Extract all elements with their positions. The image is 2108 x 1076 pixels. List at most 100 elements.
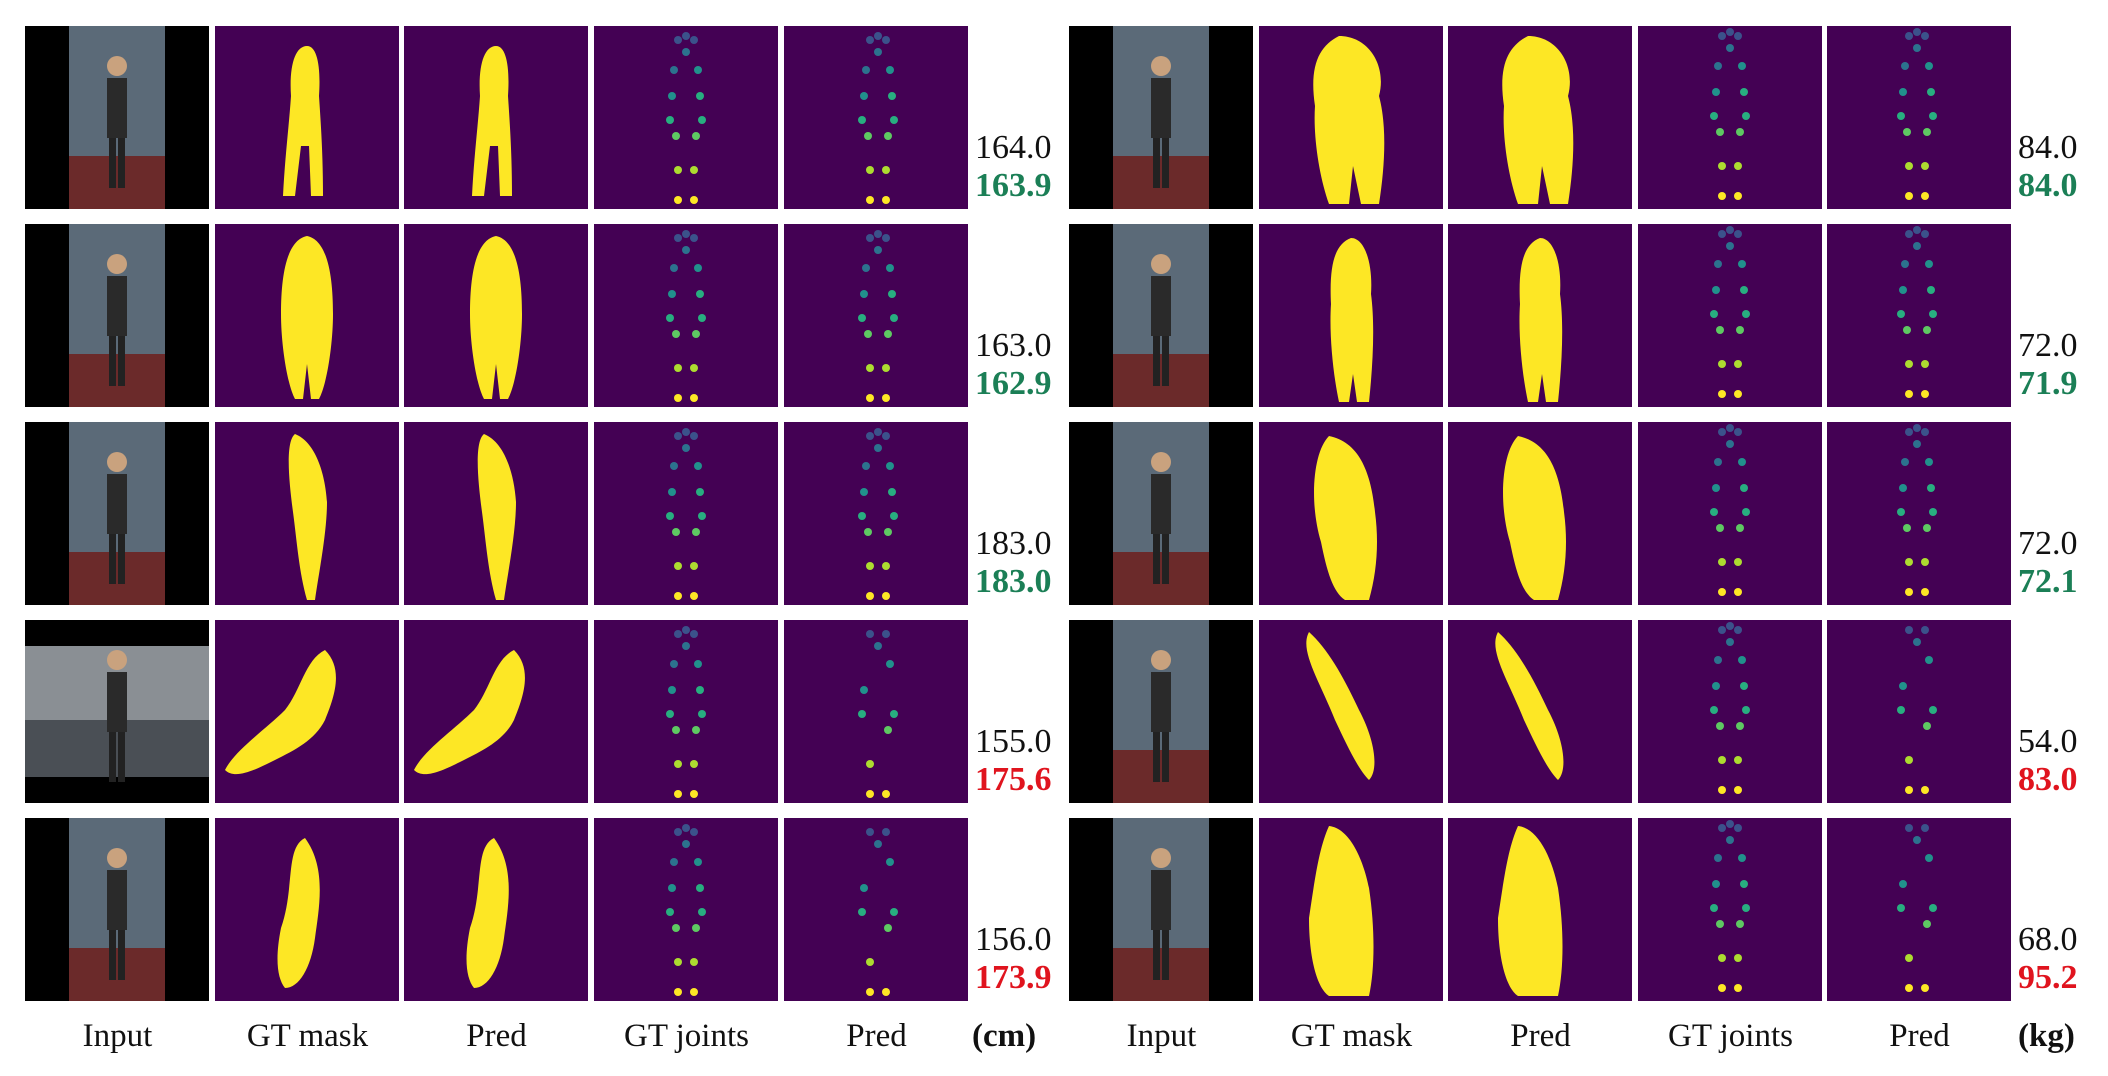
joint-point — [866, 562, 874, 570]
silhouette-shape — [281, 236, 333, 399]
joint-point — [674, 958, 682, 966]
gt-joints-weight-row-1 — [1638, 26, 1822, 209]
joint-point — [682, 824, 690, 832]
joint-point — [692, 726, 700, 734]
height-pred-value-row-3: 183.0 — [975, 563, 1052, 600]
joint-point — [1726, 836, 1734, 844]
joint-point — [692, 330, 700, 338]
joint-point — [858, 908, 866, 916]
gt-mask-height-row-5 — [215, 818, 399, 1001]
input-photo-height-row-3 — [25, 422, 209, 605]
joint-point — [866, 36, 874, 44]
joint-point — [1726, 44, 1734, 52]
joint-point — [690, 630, 698, 638]
joint-point — [1712, 682, 1720, 690]
joint-point — [1734, 390, 1742, 398]
joint-point — [862, 264, 870, 272]
silhouette-shape — [466, 838, 509, 988]
joint-point — [1899, 880, 1907, 888]
pred-mask-height-row-2 — [404, 224, 588, 407]
joint-point — [672, 132, 680, 140]
person-figure — [1151, 254, 1171, 386]
joint-point — [874, 48, 882, 56]
joint-point — [862, 66, 870, 74]
input-photo-height-row-4 — [25, 620, 209, 803]
joint-point — [694, 462, 702, 470]
input-photo-height-row-1 — [25, 26, 209, 209]
joint-point — [1714, 656, 1722, 664]
joint-point — [874, 428, 882, 436]
unit-label-height: (cm) — [972, 1018, 1037, 1054]
joint-point — [888, 92, 896, 100]
joint-point — [1921, 390, 1929, 398]
joint-point — [1710, 310, 1718, 318]
joint-point — [874, 230, 882, 238]
person-figure — [107, 452, 127, 584]
silhouette-shape — [1314, 436, 1377, 600]
weight-gt-value-row-5: 68.0 — [2018, 921, 2078, 958]
joint-point — [1718, 230, 1726, 238]
joint-point — [696, 686, 704, 694]
joint-point — [1905, 428, 1913, 436]
joint-point — [1726, 424, 1734, 432]
gt-mask-weight-row-1 — [1259, 26, 1443, 209]
silhouette-shape — [277, 838, 320, 988]
joint-point — [1927, 88, 1935, 96]
joint-point — [890, 908, 898, 916]
weight-pred-value-row-3: 72.1 — [2018, 563, 2078, 600]
joint-point — [1742, 112, 1750, 120]
gt-mask-weight-row-3 — [1259, 422, 1443, 605]
joint-point — [1718, 756, 1726, 764]
joint-point — [672, 924, 680, 932]
joint-point — [890, 512, 898, 520]
joint-point — [674, 432, 682, 440]
joint-point — [866, 196, 874, 204]
silhouette-shape — [1503, 436, 1566, 600]
weight-pred-value-row-5: 95.2 — [2018, 959, 2078, 996]
joint-point — [1712, 286, 1720, 294]
joint-point — [1716, 524, 1724, 532]
joint-point — [1716, 920, 1724, 928]
silhouette-shape — [1502, 36, 1574, 204]
joint-point — [1921, 428, 1929, 436]
joint-point — [1905, 824, 1913, 832]
joint-point — [670, 462, 678, 470]
joint-point — [890, 116, 898, 124]
joint-point — [1925, 458, 1933, 466]
joint-point — [886, 264, 894, 272]
gt-joints-weight-row-4 — [1638, 620, 1822, 803]
joint-point — [1927, 286, 1935, 294]
joint-point — [1905, 588, 1913, 596]
gt-joints-weight-row-5 — [1638, 818, 1822, 1001]
joint-point — [860, 92, 868, 100]
joint-point — [1736, 326, 1744, 334]
joint-point — [890, 314, 898, 322]
joint-point — [1742, 310, 1750, 318]
height-gt-value-row-5: 156.0 — [975, 921, 1052, 958]
joint-point — [1738, 656, 1746, 664]
joint-point — [860, 884, 868, 892]
joint-point — [866, 432, 874, 440]
joint-point — [672, 528, 680, 536]
silhouette-shape — [288, 434, 327, 600]
joint-point — [1734, 824, 1742, 832]
weight-pred-value-row-4: 83.0 — [2018, 761, 2078, 798]
joint-point — [1921, 192, 1929, 200]
person-figure — [107, 56, 127, 188]
joint-point — [1734, 192, 1742, 200]
joint-point — [1905, 558, 1913, 566]
pred-joints-weight-row-2 — [1827, 224, 2011, 407]
joint-point — [866, 790, 874, 798]
input-photo-height-row-2 — [25, 224, 209, 407]
joint-point — [1929, 706, 1937, 714]
gt-mask-height-row-4 — [215, 620, 399, 803]
joint-point — [1734, 588, 1742, 596]
joint-point — [1726, 440, 1734, 448]
joint-point — [1718, 558, 1726, 566]
joint-point — [886, 660, 894, 668]
joint-point — [1726, 638, 1734, 646]
joint-point — [674, 364, 682, 372]
joint-point — [1899, 682, 1907, 690]
joint-point — [858, 512, 866, 520]
person-figure — [107, 650, 127, 782]
